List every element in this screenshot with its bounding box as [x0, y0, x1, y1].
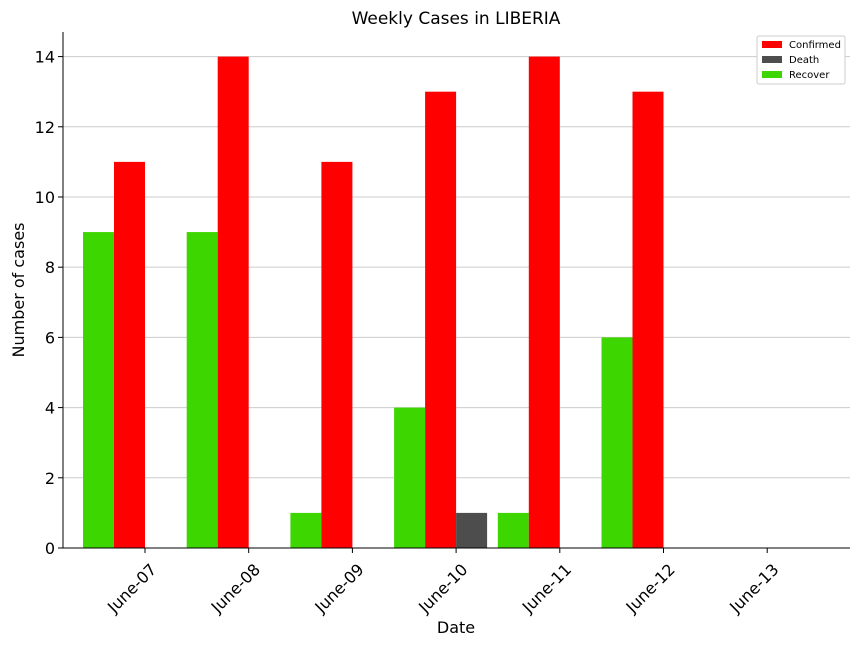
y-tick-label: 8 — [45, 258, 55, 277]
y-tick-label: 6 — [45, 328, 55, 347]
x-tick-label: June-10 — [414, 560, 471, 617]
legend-label-confirmed: Confirmed — [789, 40, 841, 51]
legend-swatch-recover — [762, 71, 782, 78]
bar-confirmed — [425, 91, 457, 549]
bar-confirmed — [632, 91, 664, 549]
gridlines — [63, 56, 850, 479]
y-tick-label: 2 — [45, 469, 55, 488]
x-tick-label: June-07 — [103, 560, 160, 617]
bar-confirmed — [321, 161, 353, 548]
y-tick-label: 14 — [35, 48, 55, 67]
y-tick-label: 4 — [45, 399, 55, 418]
bar-confirmed — [217, 56, 249, 548]
bars — [83, 56, 664, 549]
bar-confirmed — [528, 56, 560, 548]
legend-swatch-confirmed — [762, 41, 782, 48]
bar-recover — [83, 232, 114, 548]
legend-swatch-death — [762, 56, 782, 63]
bar-recover — [601, 337, 633, 548]
x-axis-label: Date — [437, 618, 475, 637]
legend: Confirmed Death Recover — [756, 35, 846, 85]
bar-recover — [497, 512, 529, 548]
bar-confirmed — [114, 161, 145, 548]
chart-title: Weekly Cases in LIBERIA — [352, 9, 561, 29]
bar-recover — [186, 232, 218, 548]
axes — [62, 32, 850, 549]
y-axis-label: Number of cases — [9, 223, 28, 358]
x-tick-label: June-12 — [622, 560, 679, 617]
y-tick-label: 12 — [35, 118, 55, 137]
y-tick-label: 0 — [45, 539, 55, 558]
x-tick-label: June-09 — [310, 560, 367, 617]
legend-label-death: Death — [789, 55, 819, 66]
x-tick-label: June-08 — [207, 560, 264, 617]
x-tick-label: June-11 — [518, 560, 575, 617]
bar-death — [456, 512, 488, 548]
y-tick-label: 10 — [35, 188, 55, 207]
x-ticks: June-07 June-08 June-09 June-10 June-11 June-… — [103, 548, 783, 617]
y-ticks: 0 2 4 6 8 10 12 14 — [35, 48, 63, 558]
bar-recover — [394, 407, 426, 548]
bar-recover — [290, 512, 322, 548]
x-tick-label: June-13 — [725, 560, 782, 617]
legend-label-recover: Recover — [789, 70, 830, 81]
